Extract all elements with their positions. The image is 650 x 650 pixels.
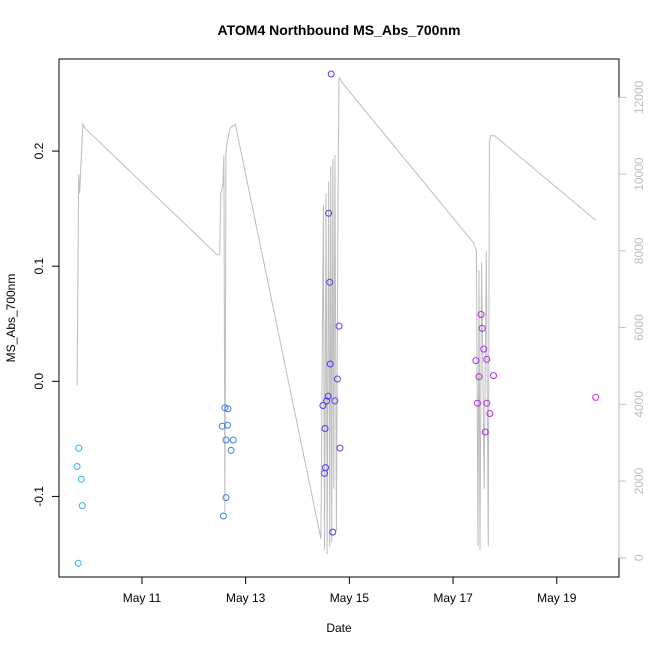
- y-left-tick-label: -0.1: [32, 486, 46, 507]
- data-point: [321, 425, 329, 432]
- y-left-tick-label: 0.0: [32, 373, 46, 390]
- data-point: [229, 436, 237, 444]
- data-point: [319, 402, 327, 409]
- data-point: [329, 528, 337, 536]
- data-point: [592, 393, 600, 401]
- y-right-tick-label: 10000: [632, 157, 646, 191]
- data-point: [486, 410, 494, 417]
- data-point: [478, 324, 486, 332]
- y-right-tick-label: 2000: [632, 467, 646, 494]
- data-point: [222, 436, 230, 444]
- y-left-tick-label: 0.1: [32, 258, 46, 275]
- data-point: [480, 345, 488, 353]
- data-point: [227, 446, 235, 454]
- x-tick-label: May 15: [330, 591, 370, 605]
- data-point: [483, 355, 491, 363]
- data-point: [326, 360, 334, 368]
- data-point: [481, 428, 489, 436]
- x-axis: May 11 May 13 May 15 May 17 May 19: [123, 576, 577, 605]
- data-point: [324, 392, 332, 400]
- data-point: [326, 278, 334, 286]
- y-right-tick-label: 8000: [632, 237, 646, 264]
- right-series-line: [76, 77, 597, 555]
- y-left-tick-label: 0.2: [32, 142, 46, 159]
- data-point: [331, 397, 339, 405]
- x-tick-label: May 13: [226, 591, 266, 605]
- scatter-points: [73, 70, 600, 567]
- y-right-tick-label: 0: [632, 554, 646, 561]
- data-point: [477, 311, 485, 318]
- data-point: [475, 373, 483, 381]
- data-point: [490, 372, 497, 380]
- y-right-tick-label: 4000: [632, 391, 646, 418]
- data-point: [224, 421, 231, 429]
- data-point: [473, 399, 481, 407]
- data-point: [335, 322, 343, 330]
- data-point: [73, 463, 81, 470]
- x-tick-label: May 19: [537, 591, 577, 605]
- data-point: [323, 397, 331, 405]
- data-point: [74, 559, 82, 567]
- y-right-tick-label: 6000: [632, 314, 646, 341]
- x-tick-label: May 11: [123, 591, 162, 605]
- data-point: [219, 512, 227, 520]
- data-point: [224, 405, 232, 413]
- data-point: [325, 209, 333, 217]
- data-point: [77, 475, 85, 483]
- data-point: [321, 469, 328, 477]
- y-right-tick-label: 12000: [632, 80, 646, 114]
- data-point: [75, 444, 83, 452]
- data-point: [333, 375, 341, 383]
- x-axis-label: Date: [326, 621, 352, 635]
- data-point: [222, 494, 230, 502]
- right-axis-series: [76, 77, 597, 555]
- chart-title: ATOM4 Northbound MS_Abs_700nm: [218, 22, 461, 38]
- y-axis-label: MS_Abs_700nm: [4, 274, 18, 363]
- data-point: [218, 422, 226, 430]
- y-axis-right: 0 2000 4000 6000 8000 10000 12000: [618, 80, 646, 561]
- x-tick-label: May 17: [433, 591, 473, 605]
- data-point: [336, 444, 344, 452]
- y-axis-left: -0.1 0.0 0.1 0.2: [32, 142, 60, 507]
- data-point: [472, 357, 480, 365]
- data-point: [327, 70, 335, 78]
- data-point: [78, 502, 86, 510]
- data-point: [483, 399, 491, 407]
- data-point: [221, 404, 229, 412]
